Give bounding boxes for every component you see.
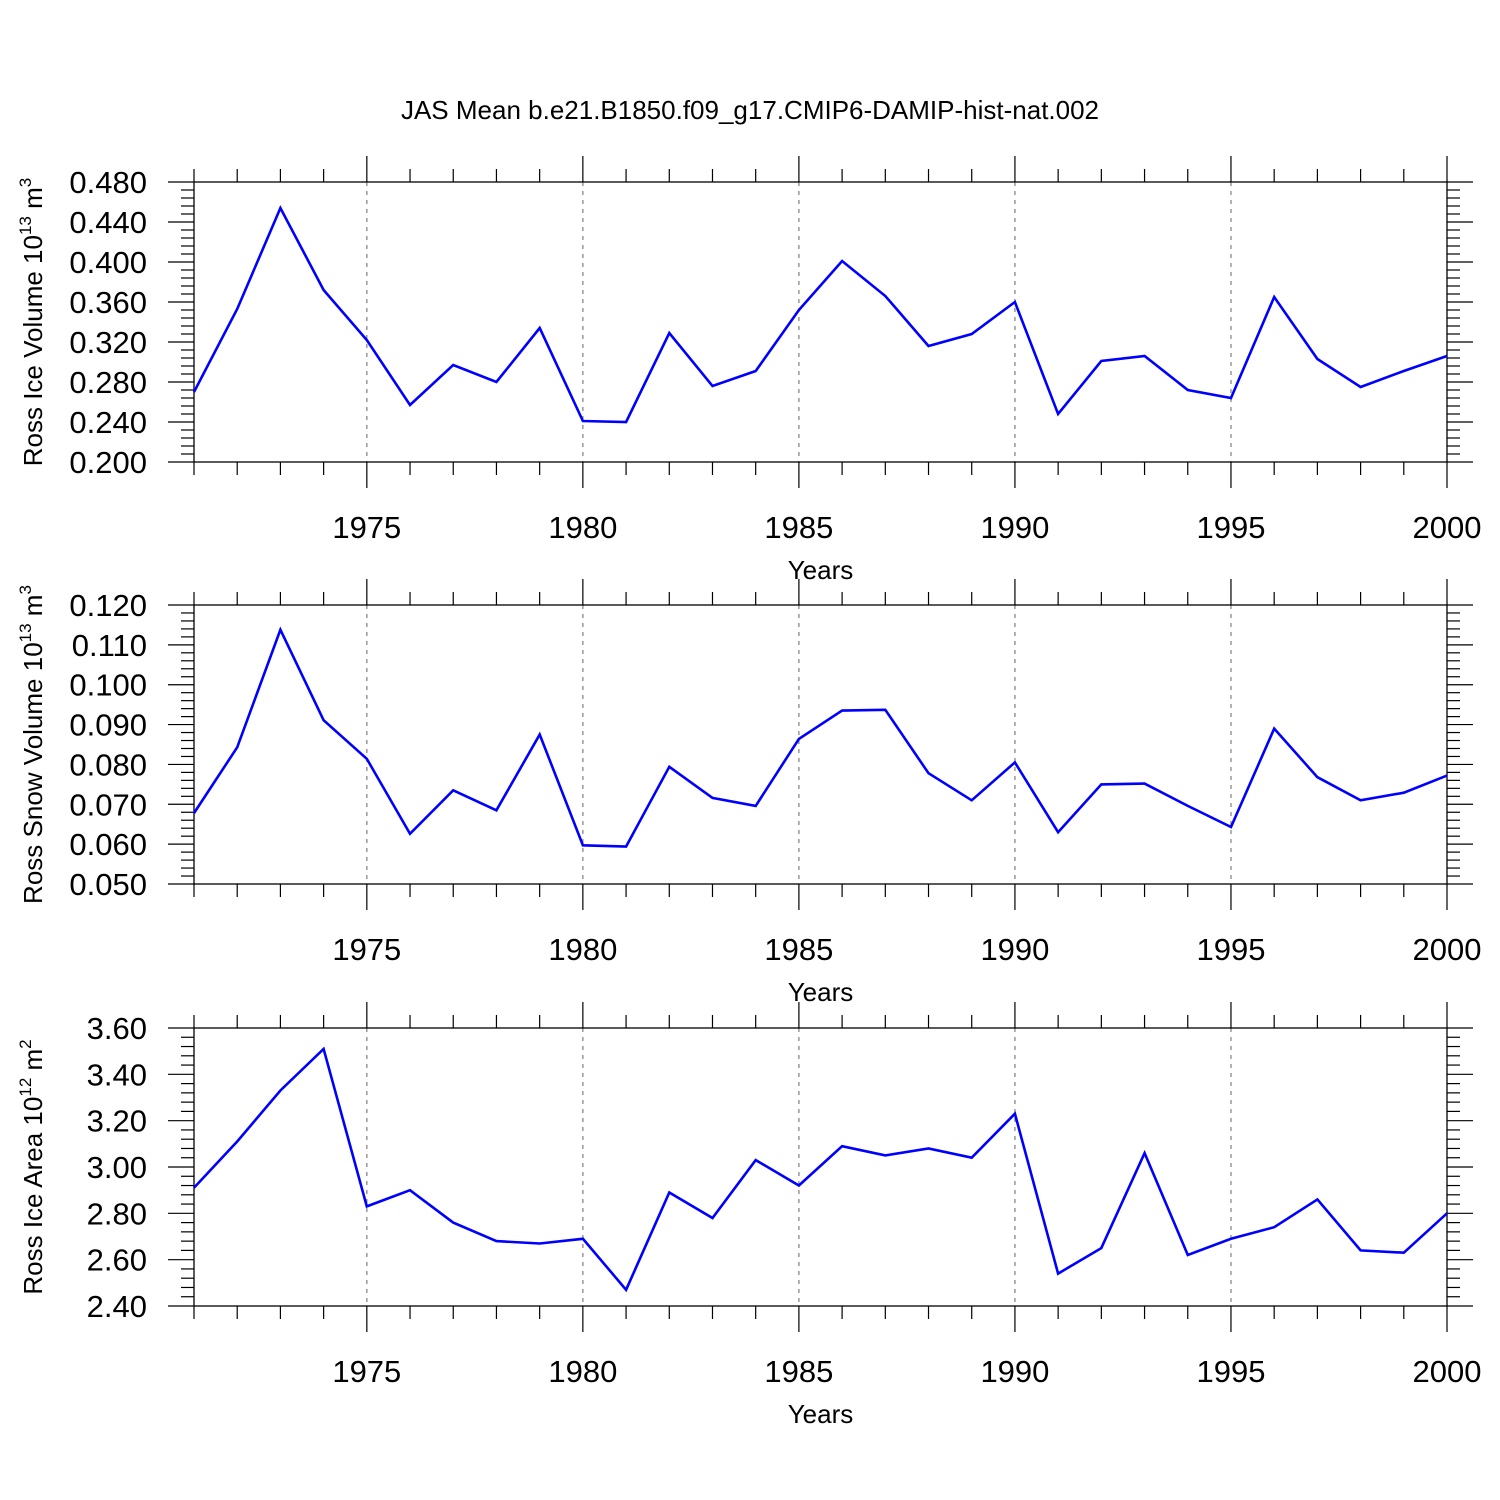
y-tick-label: 3.60 — [87, 1011, 147, 1046]
y-axis-title: Ross Snow Volume 1013 m3 — [16, 585, 48, 904]
x-tick-label: 1975 — [332, 932, 401, 967]
y-tick-label: 0.100 — [69, 668, 147, 703]
x-tick-label: 1975 — [332, 1354, 401, 1389]
plot-frame — [193, 604, 1448, 885]
x-tick-label: 1985 — [764, 510, 833, 545]
x-tick-label: 1980 — [548, 932, 617, 967]
y-axis-title-main: Ross Ice Area 10 — [18, 1097, 48, 1295]
x-tick-label: 1995 — [1196, 510, 1265, 545]
y-axis-title-exponent: 12 — [16, 1078, 35, 1097]
y-tick-label: 3.00 — [87, 1150, 147, 1185]
plot-frame — [193, 181, 1448, 463]
x-tick-label: 1995 — [1196, 932, 1265, 967]
y-axis-title: Ross Ice Volume 1013 m3 — [16, 178, 48, 467]
figure-title: JAS Mean b.e21.B1850.f09_g17.CMIP6-DAMIP… — [401, 95, 1099, 125]
y-axis-title-unit-exponent: 3 — [16, 585, 35, 594]
y-axis-title-unit-exponent: 3 — [16, 178, 35, 187]
x-tick-label: 1990 — [980, 510, 1049, 545]
y-tick-label: 0.060 — [69, 827, 147, 862]
y-tick-label: 0.200 — [69, 445, 147, 480]
panel-2: 0.050 0.060 0.070 0.080 0.090 0.100 0.110 0.120… — [16, 579, 1481, 1007]
x-tick-label: 1980 — [548, 1354, 617, 1389]
y-tick-label: 0.120 — [69, 588, 147, 623]
y-tick-label: 0.280 — [69, 365, 147, 400]
y-axis-title-unit-exponent: 2 — [16, 1039, 35, 1048]
y-tick-label: 0.050 — [69, 867, 147, 902]
y-tick-label: 3.20 — [87, 1104, 147, 1139]
y-tick-label: 0.080 — [69, 747, 147, 782]
x-tick-label: 1985 — [764, 1354, 833, 1389]
panel-3: 2.40 2.60 2.80 3.00 3.20 3.40 3.60 1975 1980 1985… — [16, 1002, 1481, 1429]
y-axis-title-unit: m — [18, 1049, 48, 1078]
x-tick-label: 1975 — [332, 510, 401, 545]
y-axis-title-main: Ross Ice Volume 10 — [18, 235, 48, 466]
x-tick-label: 2000 — [1413, 1354, 1482, 1389]
y-tick-label: 2.40 — [87, 1289, 147, 1324]
panels-group: 0.200 0.240 0.280 0.320 0.360 0.400 0.440 0.480… — [16, 156, 1481, 1429]
y-tick-label: 0.440 — [69, 205, 147, 240]
y-axis-title-unit: m — [18, 595, 48, 624]
y-axis-title-exponent: 13 — [16, 623, 35, 642]
y-tick-label: 0.480 — [69, 165, 147, 200]
x-axis-title: Years — [788, 1399, 854, 1429]
x-tick-label: 1995 — [1196, 1354, 1265, 1389]
y-tick-label: 0.090 — [69, 708, 147, 743]
series-line — [192, 626, 1448, 848]
x-tick-label: 1990 — [980, 1354, 1049, 1389]
x-tick-label: 1990 — [980, 932, 1049, 967]
y-tick-label: 2.60 — [87, 1243, 147, 1278]
y-tick-label: 0.360 — [69, 285, 147, 320]
x-tick-label: 2000 — [1413, 510, 1482, 545]
series-line — [193, 1046, 1448, 1293]
y-tick-label: 0.320 — [69, 325, 147, 360]
y-axis-title: Ross Ice Area 1012 m2 — [16, 1039, 48, 1294]
y-axis-title-unit: m — [18, 187, 48, 216]
y-tick-label: 3.40 — [87, 1057, 147, 1092]
x-axis-title: Years — [788, 977, 854, 1007]
y-axis-title-main: Ross Snow Volume 10 — [18, 642, 48, 904]
y-tick-label: 0.070 — [69, 787, 147, 822]
y-tick-label: 0.240 — [69, 405, 147, 440]
series-line — [192, 204, 1448, 424]
y-tick-label: 0.400 — [69, 245, 147, 280]
panel-1: 0.200 0.240 0.280 0.320 0.360 0.400 0.440 0.480… — [16, 156, 1481, 585]
x-tick-label: 1980 — [548, 510, 617, 545]
y-tick-label: 0.110 — [72, 628, 147, 663]
x-tick-label: 2000 — [1413, 932, 1482, 967]
y-axis-title-exponent: 13 — [16, 216, 35, 235]
y-tick-label: 2.80 — [87, 1196, 147, 1231]
x-axis-title: Years — [788, 555, 854, 585]
x-tick-label: 1985 — [764, 932, 833, 967]
